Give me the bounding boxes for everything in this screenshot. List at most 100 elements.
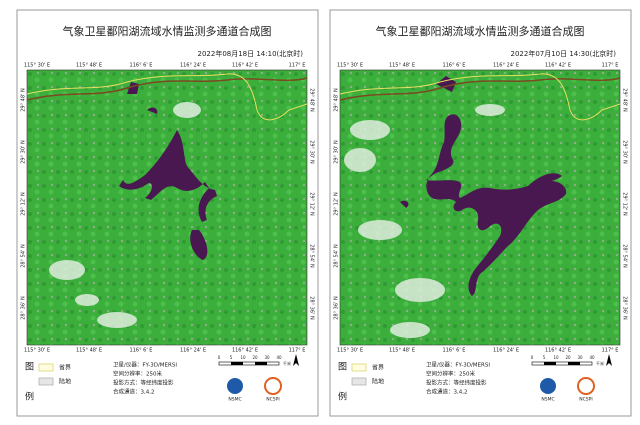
lon-label: 116° 24' E <box>493 348 519 354</box>
legend-swatch <box>351 363 367 372</box>
datetime: 2022年07月10日 14:30(北京时) <box>511 49 617 58</box>
cloud <box>475 104 505 116</box>
lon-label: 116° 24' E <box>493 63 519 69</box>
water <box>400 76 456 208</box>
lon-label: 116° 6' E <box>443 63 466 69</box>
scale-unit: 千米 <box>283 360 291 366</box>
map-panel: 气象卫星鄱阳湖流域水情监测多通道合成图 2022年08月18日 14:10(北京时… <box>16 9 319 417</box>
lat-label: 28° 36' N <box>334 296 340 320</box>
lat-label: 29° 30' N <box>21 140 27 164</box>
cloud <box>358 220 402 240</box>
legend-label: 陆地 <box>59 378 71 386</box>
sensor-info: 投影方式：等经纬度投影 <box>426 379 487 387</box>
scale-tick: 5 <box>543 355 546 360</box>
scale-tick: 0 <box>218 355 221 360</box>
lon-label: 117° E <box>602 348 619 354</box>
logo-text: NSMC <box>228 397 241 403</box>
lon-label: 116° 6' E <box>130 63 153 69</box>
lat-label: 28° 36' N <box>622 296 628 320</box>
lat-label: 28° 36' N <box>21 296 27 320</box>
lat-label: 29° 30' N <box>334 140 340 164</box>
datetime: 2022年08月18日 14:10(北京时) <box>198 49 304 58</box>
logo <box>540 378 556 394</box>
scale-tick: 0 <box>531 355 534 360</box>
scale-tick: 20 <box>565 355 571 360</box>
river <box>26 77 308 101</box>
cloud <box>173 102 201 118</box>
sensor-info: 合成通道：3,4,2 <box>113 388 155 396</box>
legend-label: 省界 <box>372 364 384 372</box>
lon-label: 116° 6' E <box>443 348 466 354</box>
lat-label: 29° 48' N <box>21 88 27 112</box>
lat-label: 29° 12' N <box>309 192 315 216</box>
scale-bar-fill <box>544 362 556 365</box>
sensor-info: 卫星/仪器：FY-3D/MERSI <box>426 362 490 369</box>
legend-title: 例 <box>25 391 34 403</box>
lon-label: 115° 48' E <box>76 348 102 354</box>
sensor-info: 空间分辨率：250米 <box>113 370 162 378</box>
province-border <box>26 73 308 121</box>
sensor-info: 投影方式：等经纬度投影 <box>113 379 174 387</box>
map-panel: 气象卫星鄱阳湖流域水情监测多通道合成图 2022年07月10日 14:30(北京时… <box>329 9 632 417</box>
lon-label: 117° E <box>602 63 619 69</box>
lat-label: 28° 54' N <box>622 244 628 268</box>
cloud <box>97 312 137 328</box>
lon-label: 115° 30' E <box>337 63 363 69</box>
scale-bar-fill <box>255 362 267 365</box>
logo-text: NCSPI <box>266 397 279 403</box>
lat-label: 28° 54' N <box>21 244 27 268</box>
lat-label: 28° 54' N <box>309 244 315 268</box>
logo <box>227 378 243 394</box>
water <box>190 230 208 260</box>
legend-title: 图 <box>25 362 34 373</box>
scale-bar-fill <box>231 362 243 365</box>
logo-text: NCSPI <box>579 397 592 403</box>
province-border <box>339 73 621 121</box>
lat-label: 28° 36' N <box>309 296 315 320</box>
cloud <box>390 322 430 338</box>
cloud <box>49 260 85 280</box>
satellite-image <box>339 69 621 346</box>
water <box>127 82 158 114</box>
lon-label: 117° E <box>289 348 306 354</box>
water <box>119 130 217 222</box>
land <box>26 69 308 346</box>
lon-label: 116° 42' E <box>232 348 258 354</box>
lon-label: 116° 42' E <box>232 63 258 69</box>
lon-label: 116° 24' E <box>180 348 206 354</box>
lon-label: 115° 30' E <box>337 348 363 354</box>
lon-label: 116° 6' E <box>130 348 153 354</box>
lat-label: 29° 30' N <box>309 140 315 164</box>
lat-label: 29° 48' N <box>622 88 628 112</box>
cloud <box>395 278 445 302</box>
lon-label: 115° 30' E <box>24 348 50 354</box>
lon-label: 117° E <box>289 63 306 69</box>
lon-label: 116° 42' E <box>545 63 571 69</box>
lat-label: 29° 12' N <box>21 192 27 216</box>
lon-label: 115° 48' E <box>389 348 415 354</box>
sensor-info: 卫星/仪器：FY-3D/MERSI <box>113 362 177 369</box>
lon-label: 116° 24' E <box>180 63 206 69</box>
legend-title: 图 <box>338 362 347 373</box>
scale-tick: 30 <box>577 355 583 360</box>
legend-title: 例 <box>338 391 347 403</box>
scale-tick: 40 <box>276 355 282 360</box>
logo <box>577 377 595 395</box>
scale-bar-fill <box>568 362 580 365</box>
lat-label: 29° 48' N <box>309 88 315 112</box>
legend-label: 省界 <box>59 364 71 372</box>
logo-text: NSMC <box>541 397 554 403</box>
scale-tick: 40 <box>589 355 595 360</box>
scale-tick: 30 <box>264 355 270 360</box>
legend-swatch <box>38 377 54 386</box>
logo <box>264 377 282 395</box>
cloud <box>344 148 376 172</box>
water <box>526 173 562 188</box>
lon-label: 116° 42' E <box>545 348 571 354</box>
scale-tick: 5 <box>230 355 233 360</box>
sensor-info: 空间分辨率：250米 <box>426 370 475 378</box>
sensor-info: 合成通道：3,4,2 <box>426 388 468 396</box>
lat-label: 29° 12' N <box>622 192 628 216</box>
water <box>426 114 567 297</box>
